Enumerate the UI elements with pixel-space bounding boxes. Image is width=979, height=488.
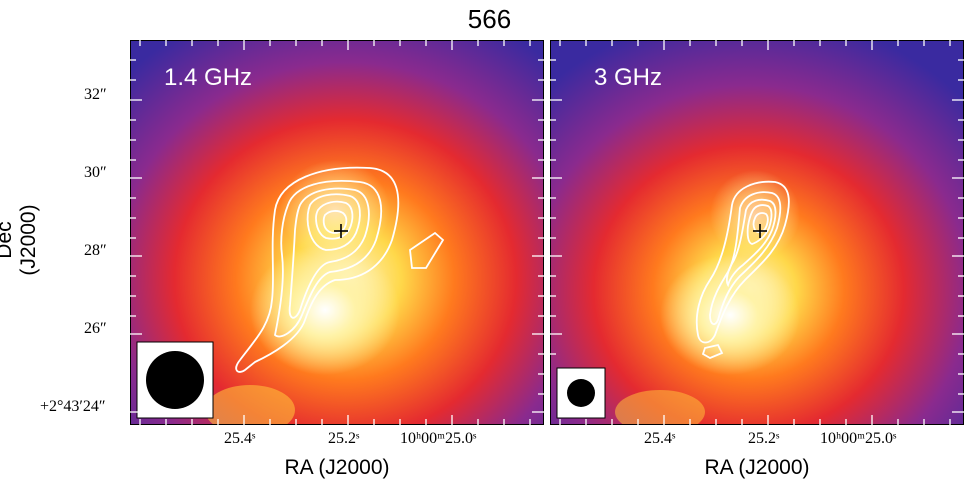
beam-ellipse xyxy=(146,351,204,409)
ytick-label: 30″ xyxy=(84,164,107,181)
panel-label-3ghz: 3 GHz xyxy=(594,64,663,91)
x-axis-label: RA (J2000) xyxy=(704,456,810,479)
xtick-label: 25.4ˢ xyxy=(644,430,676,447)
beam-ellipse xyxy=(567,379,595,407)
source-marker xyxy=(334,224,348,238)
xtick-label: 10ʰ00ᵐ25.0ˢ xyxy=(820,430,897,447)
x-axis-label: RA (J2000) xyxy=(284,456,390,479)
panel-label-1-4ghz: 1.4 GHz xyxy=(164,64,253,91)
y-axis-label: Dec (J2000) xyxy=(0,204,40,276)
panel-3ghz: 3 GHz xyxy=(550,40,964,425)
xtick-label: 25.4ˢ xyxy=(224,430,256,447)
ytick-label: 32″ xyxy=(84,86,107,103)
panel-1-4ghz: 1.4 GHz xyxy=(130,40,544,425)
figure-title: 566 xyxy=(467,4,512,34)
ytick-label: +2°43′24″ xyxy=(40,398,106,415)
ytick-label: 28″ xyxy=(84,242,107,259)
xtick-label: 25.2ˢ xyxy=(748,430,780,447)
contours xyxy=(695,180,790,360)
contours xyxy=(235,166,445,373)
source-marker xyxy=(753,224,767,238)
xtick-label: 10ʰ00ᵐ25.0ˢ xyxy=(400,430,477,447)
xtick-label: 25.2ˢ xyxy=(328,430,360,447)
ytick-label: 26″ xyxy=(84,320,107,337)
